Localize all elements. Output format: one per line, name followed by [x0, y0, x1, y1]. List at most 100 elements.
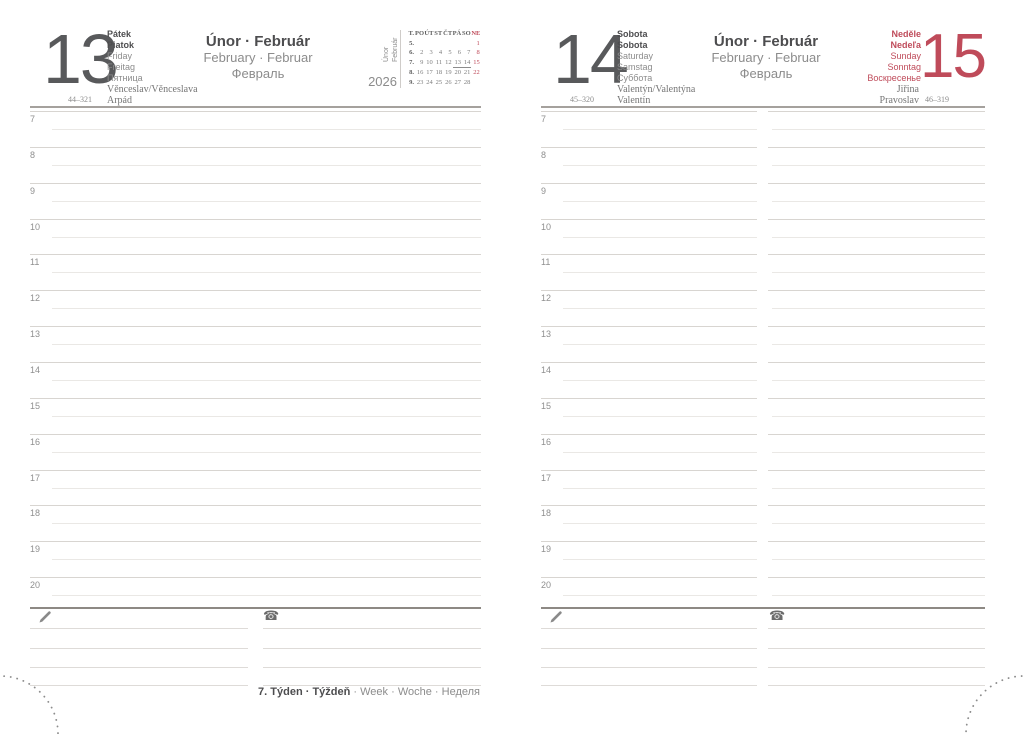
hour-line [541, 182, 757, 184]
note-line [768, 685, 985, 686]
minical-day-cell: 13 [452, 58, 462, 69]
hour-line [768, 326, 985, 328]
hour-label: 16 [30, 436, 41, 447]
hour-label: 7 [541, 114, 547, 124]
hour-label: 19 [30, 544, 41, 555]
page-ref-left: 44–321 [68, 95, 92, 104]
half-hour-line [772, 595, 985, 597]
half-hour-line [563, 415, 757, 417]
side-month-label: Únor Február [383, 37, 399, 62]
hour-label: 18 [30, 508, 41, 519]
hour-label: 16 [541, 436, 552, 447]
day-names-friday: Pátek Piatok Friday Freitag Пятница [107, 29, 143, 84]
minical-day-cell [443, 39, 452, 49]
hour-line [30, 290, 481, 292]
minical-day-cell: 1 [476, 39, 480, 47]
half-hour-line [52, 200, 481, 202]
half-hour-line [772, 379, 985, 381]
note-line [541, 628, 757, 629]
minical-day-cell: 7 [467, 49, 471, 57]
half-hour-line [563, 236, 757, 238]
hour-line [30, 577, 481, 579]
hour-line [30, 361, 481, 363]
note-line [263, 667, 481, 668]
half-hour-line [563, 595, 757, 597]
minical-day-cell: 10 [426, 58, 433, 66]
note-line [263, 648, 481, 649]
hour-line [30, 182, 481, 184]
minical-day-cell: 12 [445, 58, 452, 66]
minical-day-cell: 11 [435, 58, 443, 66]
half-hour-line [52, 164, 481, 166]
minical-day-cell: 26 [445, 78, 452, 86]
hour-line [30, 469, 481, 471]
name-days-sunday: Jiřina Pravoslav [879, 84, 919, 106]
half-hour-line [772, 200, 985, 202]
day-number-13: 13 [43, 20, 119, 98]
hour-label: 11 [541, 257, 551, 268]
minical-day-cell: 15 [473, 58, 480, 66]
note-line [30, 667, 248, 668]
hour-line [541, 146, 757, 148]
minical-day-cell: 6 [457, 49, 461, 57]
hour-line [541, 326, 757, 328]
minical-day-cell: 22 [473, 69, 480, 77]
note-line [30, 685, 248, 686]
hour-line [541, 361, 757, 363]
day-number-14: 14 [553, 20, 629, 98]
header-rule [541, 106, 985, 108]
minical-header-cell: ST [434, 30, 443, 37]
hour-line [30, 397, 481, 399]
calendar-divider [400, 30, 401, 88]
minical-header-cell: PO [415, 30, 425, 37]
minical-header-cell: SO [461, 30, 471, 37]
mini-calendar: T. PO ÚT ST ČT PÁ SO NE 5. 1 6. 2 3 4 5 6 7 8 7. 9 10 11 12 13 1… [404, 29, 481, 88]
half-hour-line [563, 129, 757, 130]
half-hour-line [52, 308, 481, 310]
half-hour-line [52, 487, 481, 489]
day-name-line: Neděle [891, 29, 921, 39]
half-hour-line [772, 523, 985, 525]
hour-line [768, 433, 985, 435]
hour-line [768, 541, 985, 543]
hour-line [768, 290, 985, 292]
minical-day-cell: 27 [454, 78, 461, 86]
hour-line [768, 469, 985, 471]
hour-label: 17 [541, 472, 552, 483]
minical-day-cell: 16 [416, 69, 424, 77]
hour-label: 14 [541, 364, 552, 375]
hour-line [768, 577, 985, 579]
note-line [263, 685, 481, 686]
hour-label: 13 [541, 329, 552, 340]
minical-day-cell: 4 [438, 49, 443, 57]
note-line [30, 628, 248, 629]
hour-line [541, 541, 757, 543]
minical-day-cell: 2 [420, 49, 424, 57]
note-line [30, 648, 248, 649]
hour-label: 8 [541, 149, 547, 160]
day-name-line: Sonntag [887, 62, 921, 72]
day-name-line: Sobota [617, 40, 648, 50]
minical-day-cell: 17 [426, 69, 433, 77]
day-name-line: Piatok [107, 40, 135, 50]
minical-week-number: 8. [409, 69, 414, 77]
hour-label: 8 [30, 149, 36, 160]
day-name-line: Sobota [617, 29, 648, 39]
half-hour-line [772, 272, 985, 274]
pencil-icon [549, 610, 563, 629]
day-name-line: Пятница [107, 73, 143, 83]
half-hour-line [563, 487, 757, 489]
half-hour-line [52, 379, 481, 381]
half-hour-line [772, 344, 985, 346]
month-title: Únor · Február [713, 33, 819, 50]
minical-day-cell [462, 39, 471, 49]
minical-day-cell: 8 [476, 49, 480, 57]
note-line [541, 667, 757, 668]
minical-day-cell: 25 [435, 78, 443, 86]
day-name-line: Friday [107, 51, 133, 61]
hour-label: 10 [541, 221, 552, 232]
minical-header-cell: PÁ [452, 30, 462, 37]
minical-day-cell: 24 [426, 78, 433, 86]
half-hour-line [52, 415, 481, 417]
hour-line [768, 111, 985, 112]
